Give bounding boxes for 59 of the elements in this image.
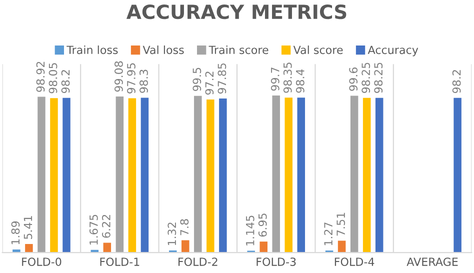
data-label: 98.4: [296, 69, 304, 93]
x-tick-label: AVERAGE: [406, 258, 458, 266]
bar: [50, 98, 58, 253]
legend-label: Val loss: [142, 45, 184, 54]
bar: [116, 96, 124, 253]
bar: [454, 98, 462, 253]
data-label: 99.5: [192, 68, 202, 91]
bar: [103, 242, 112, 253]
bar: [297, 98, 306, 253]
data-label: 97.95: [127, 63, 136, 94]
bar: [62, 98, 70, 253]
bar: [25, 244, 33, 253]
data-label: 5.41: [24, 216, 32, 239]
data-label: 7.51: [336, 212, 346, 236]
bar: [375, 98, 384, 253]
bar: [140, 98, 149, 253]
bar: [338, 240, 346, 253]
data-label: 1.145: [246, 216, 254, 246]
data-label: 98.25: [362, 62, 370, 93]
data-label: 99.7: [270, 68, 280, 91]
bar: [350, 96, 358, 253]
bar: [128, 98, 136, 253]
data-label: 98.3: [140, 70, 148, 93]
legend-label: Train score: [208, 45, 268, 54]
data-label: 98.2: [452, 70, 461, 94]
data-label: 1.27: [324, 222, 332, 246]
bar: [362, 98, 371, 253]
x-tick-label: FOLD-0: [22, 258, 62, 266]
data-label: 98.25: [374, 62, 383, 93]
data-label: 6.22: [102, 214, 110, 238]
bar: [260, 242, 268, 253]
x-tick-label: FOLD-2: [178, 258, 218, 266]
data-label: 98.05: [48, 63, 58, 94]
data-label: 98.35: [283, 62, 292, 93]
legend-label: Accuracy: [368, 46, 418, 56]
x-tick-label: FOLD-3: [256, 258, 296, 266]
data-label: 99.08: [114, 61, 123, 92]
bar: [182, 240, 190, 253]
data-label: 97.2: [205, 72, 214, 95]
data-label: 98.92: [36, 62, 45, 92]
legend-label: Train loss: [66, 45, 118, 54]
bar: [284, 98, 292, 253]
x-tick-label: FOLD-1: [100, 258, 140, 266]
chart-title: ACCURACY METRICS: [126, 4, 346, 20]
data-label: 1.32: [168, 222, 176, 246]
bar: [194, 96, 202, 253]
bar: [219, 98, 227, 253]
data-label: 1.675: [89, 214, 98, 244]
bar: [272, 96, 280, 253]
legend-label: Val score: [293, 45, 343, 54]
data-label: 98.2: [61, 70, 70, 94]
bar: [206, 99, 214, 253]
data-label: 99.6: [349, 68, 358, 91]
data-label: 6.95: [258, 214, 267, 237]
x-tick-label: FOLD-4: [334, 258, 374, 266]
bar: [38, 96, 46, 253]
data-label: 7.8: [180, 219, 189, 236]
data-label: 1.89: [11, 221, 20, 244]
data-label: 97.85: [218, 63, 226, 94]
